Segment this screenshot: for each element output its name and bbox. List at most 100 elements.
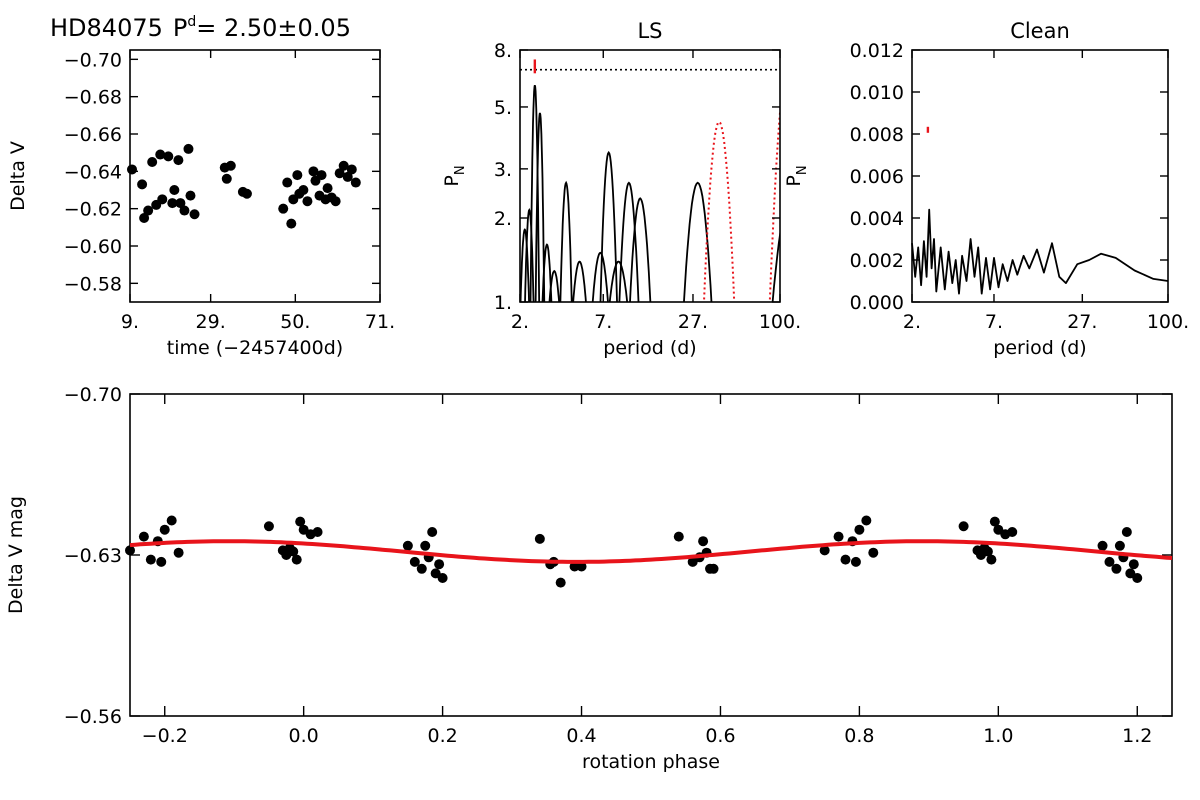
star-name: HD84075 <box>50 14 163 42</box>
period-value: = 2.50±0.05 <box>196 14 351 42</box>
sine-fit-curve <box>129 539 1173 564</box>
data-point <box>167 198 178 209</box>
y-tick-label: 0.004 <box>850 208 904 230</box>
data-point <box>286 218 297 229</box>
y-tick-label: 3. <box>494 159 512 181</box>
period-superscript: d <box>187 14 196 30</box>
data-point <box>145 554 156 565</box>
y-tick-label: 2. <box>494 208 512 230</box>
data-point <box>861 515 872 526</box>
data-point <box>282 177 293 188</box>
periodogram-peak <box>534 112 546 302</box>
data-point <box>576 561 587 572</box>
data-point <box>143 205 154 216</box>
data-point <box>157 194 168 205</box>
figure-title: HD84075 Pd= 2.50±0.05 <box>50 14 351 42</box>
data-point <box>986 554 997 565</box>
periodogram-peak <box>541 243 553 302</box>
data-point <box>221 173 232 184</box>
data-point <box>427 527 438 537</box>
data-point <box>416 563 427 574</box>
data-point <box>163 151 174 162</box>
data-point <box>295 516 306 527</box>
data-point <box>241 188 252 199</box>
data-point <box>708 563 719 574</box>
data-point <box>147 157 158 167</box>
data-point <box>1104 556 1115 567</box>
data-point <box>291 554 302 565</box>
x-axis-label: period (d) <box>603 337 696 359</box>
data-point <box>534 533 545 544</box>
x-tick-label: 27. <box>678 311 708 333</box>
data-point <box>189 209 200 220</box>
data-point <box>322 183 333 194</box>
phased-lightcurve-panel: −0.2 0.0 0.2 0.4 0.6 0.8 1.0 1.2 −0.70 −0.63 −0.56… <box>5 384 1173 773</box>
data-point <box>854 524 865 535</box>
y-tick-label: −0.66 <box>64 124 122 146</box>
periodogram-peak <box>548 269 561 302</box>
data-point <box>840 554 851 565</box>
plot-area <box>520 59 780 302</box>
x-tick-label: 0.6 <box>705 725 735 747</box>
periodogram-peak <box>591 251 609 302</box>
period-symbol: P <box>173 14 187 42</box>
data-point <box>1121 527 1132 537</box>
data-point <box>569 561 580 572</box>
x-tick-label: 100. <box>1147 311 1189 333</box>
x-tick-label: 9. <box>121 311 139 333</box>
data-point <box>278 203 289 214</box>
plot-frame <box>519 49 781 303</box>
data-point <box>850 556 861 567</box>
data-point <box>330 196 341 207</box>
y-tick-label: 0.006 <box>850 166 904 188</box>
y-axis-label: PN <box>783 165 810 186</box>
y-tick-label: −0.68 <box>64 87 122 109</box>
y-axis-label-subscript: N <box>795 165 810 175</box>
y-axis-label-main: Delta V mag <box>5 496 27 614</box>
data-point <box>1097 540 1108 551</box>
data-point <box>402 540 413 551</box>
y-tick-label: 0.000 <box>850 292 904 314</box>
y-tick-label: 5. <box>494 97 512 119</box>
data-point <box>173 155 184 166</box>
y-tick-label: 1. <box>494 292 512 314</box>
periodogram-peak <box>599 150 618 302</box>
x-tick-label: 50. <box>280 311 310 333</box>
x-tick-label: 71. <box>365 311 395 333</box>
data-point <box>137 179 148 190</box>
periodogram-peak <box>572 260 587 302</box>
periodogram-peak <box>559 180 573 302</box>
data-point <box>312 527 323 537</box>
data-point <box>434 559 445 570</box>
y-axis-label-subscript: N <box>453 165 468 175</box>
x-tick-label: 1.0 <box>983 725 1013 747</box>
x-tick-label: 27. <box>1067 311 1097 333</box>
x-axis-label: period (d) <box>993 337 1086 359</box>
data-point <box>555 577 566 588</box>
data-point <box>292 170 303 181</box>
x-tick-label: 0.4 <box>566 725 596 747</box>
panel-title: LS <box>637 19 662 43</box>
data-point <box>1111 563 1122 574</box>
data-point <box>139 213 150 223</box>
y-axis-label-main: Delta V <box>7 141 29 211</box>
y-tick-label: −0.63 <box>64 545 122 567</box>
x-axis-label: rotation phase <box>582 751 720 773</box>
data-point <box>334 168 345 179</box>
x-tick-label: 7. <box>594 311 612 333</box>
periodogram-peak <box>683 181 713 302</box>
panel-title: Clean <box>1010 19 1070 43</box>
x-tick-label: 2. <box>903 311 921 333</box>
x-tick-label: 1.2 <box>1122 725 1152 747</box>
periodogram-peak <box>771 228 780 302</box>
x-tick-label: 0.0 <box>289 725 319 747</box>
data-point <box>338 160 349 171</box>
y-tick-label: 0.002 <box>850 250 904 272</box>
data-point <box>698 536 709 547</box>
data-point <box>185 190 196 201</box>
y-tick-label: −0.58 <box>64 273 122 295</box>
x-axis-label: time (−2457400d) <box>167 337 343 359</box>
data-point <box>833 531 844 542</box>
